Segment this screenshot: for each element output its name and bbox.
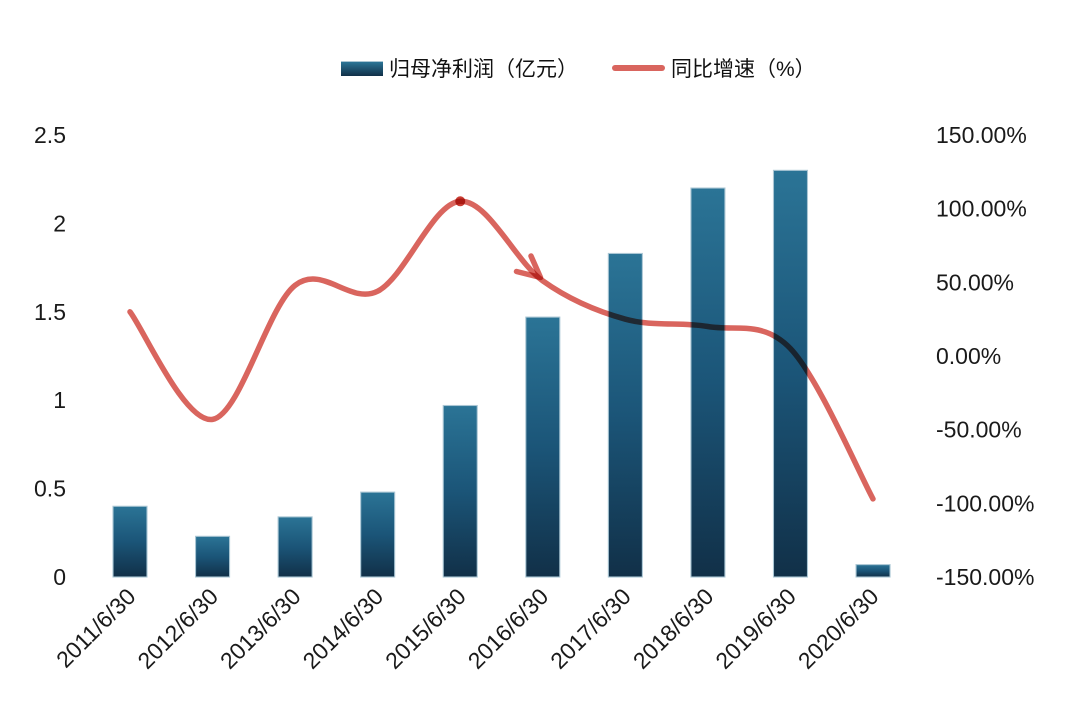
y-axis-right-tick-label: -150.00% — [936, 564, 1034, 590]
y-axis-right-tick-label: -50.00% — [936, 417, 1022, 443]
y-axis-left-tick-label: 0.5 — [34, 476, 66, 502]
bar-2012-6-30 — [195, 535, 231, 578]
bar-2011-6-30 — [112, 505, 148, 578]
y-axis-right-tick-label: 0.00% — [936, 343, 1001, 369]
x-axis-label: 2011/6/30 — [51, 583, 141, 673]
bar-2016-6-30 — [525, 316, 561, 578]
x-axis-label: 2017/6/30 — [545, 583, 636, 674]
x-axis-label: 2018/6/30 — [628, 583, 719, 674]
chart-legend: 归母净利润（亿元） 同比增速（%） — [341, 53, 816, 83]
bar-2015-6-30 — [442, 404, 478, 578]
x-axis-label: 2012/6/30 — [132, 583, 223, 674]
x-axis-label: 2016/6/30 — [463, 583, 554, 674]
y-axis-left-tick-label: 2.5 — [34, 122, 66, 148]
y-axis-right-tick-label: -100.00% — [936, 490, 1034, 516]
x-axis-label: 2014/6/30 — [297, 583, 388, 674]
arrowhead-icon — [513, 253, 544, 281]
x-axis-label: 2020/6/30 — [793, 583, 884, 674]
bar-2014-6-30 — [360, 491, 396, 578]
bar-2019-6-30 — [772, 169, 809, 578]
growth-line — [127, 198, 876, 502]
bar-series-swatch-icon — [341, 60, 383, 76]
bar-2013-6-30 — [277, 516, 313, 578]
y-axis-left-tick-label: 2 — [53, 210, 66, 236]
x-axis-label: 2015/6/30 — [380, 583, 471, 674]
legend-item-net-profit: 归母净利润（亿元） — [341, 53, 578, 83]
bar-2020-6-30 — [855, 564, 891, 578]
legend-item-yoy-growth: 同比增速（%） — [612, 53, 816, 83]
x-axis-label: 2019/6/30 — [710, 583, 801, 674]
y-axis-right-tick-label: 50.00% — [936, 269, 1014, 295]
y-axis-left-tick-label: 0 — [53, 564, 66, 590]
line-series-swatch-icon — [612, 65, 665, 71]
legend-label-net-profit: 归母净利润（亿元） — [389, 58, 578, 81]
bar-2017-6-30 — [607, 252, 643, 578]
y-axis-right-tick-label: 150.00% — [936, 122, 1027, 148]
legend-label-yoy-growth: 同比增速（%） — [671, 58, 816, 81]
y-axis-left-tick-label: 1 — [53, 387, 66, 413]
y-axis-right-tick-label: 100.00% — [936, 196, 1027, 222]
y-axis-left-tick-label: 1.5 — [34, 299, 66, 325]
x-axis-label: 2013/6/30 — [215, 583, 306, 674]
peak-marker-dot-icon — [455, 196, 466, 207]
bar-2018-6-30 — [690, 187, 726, 578]
